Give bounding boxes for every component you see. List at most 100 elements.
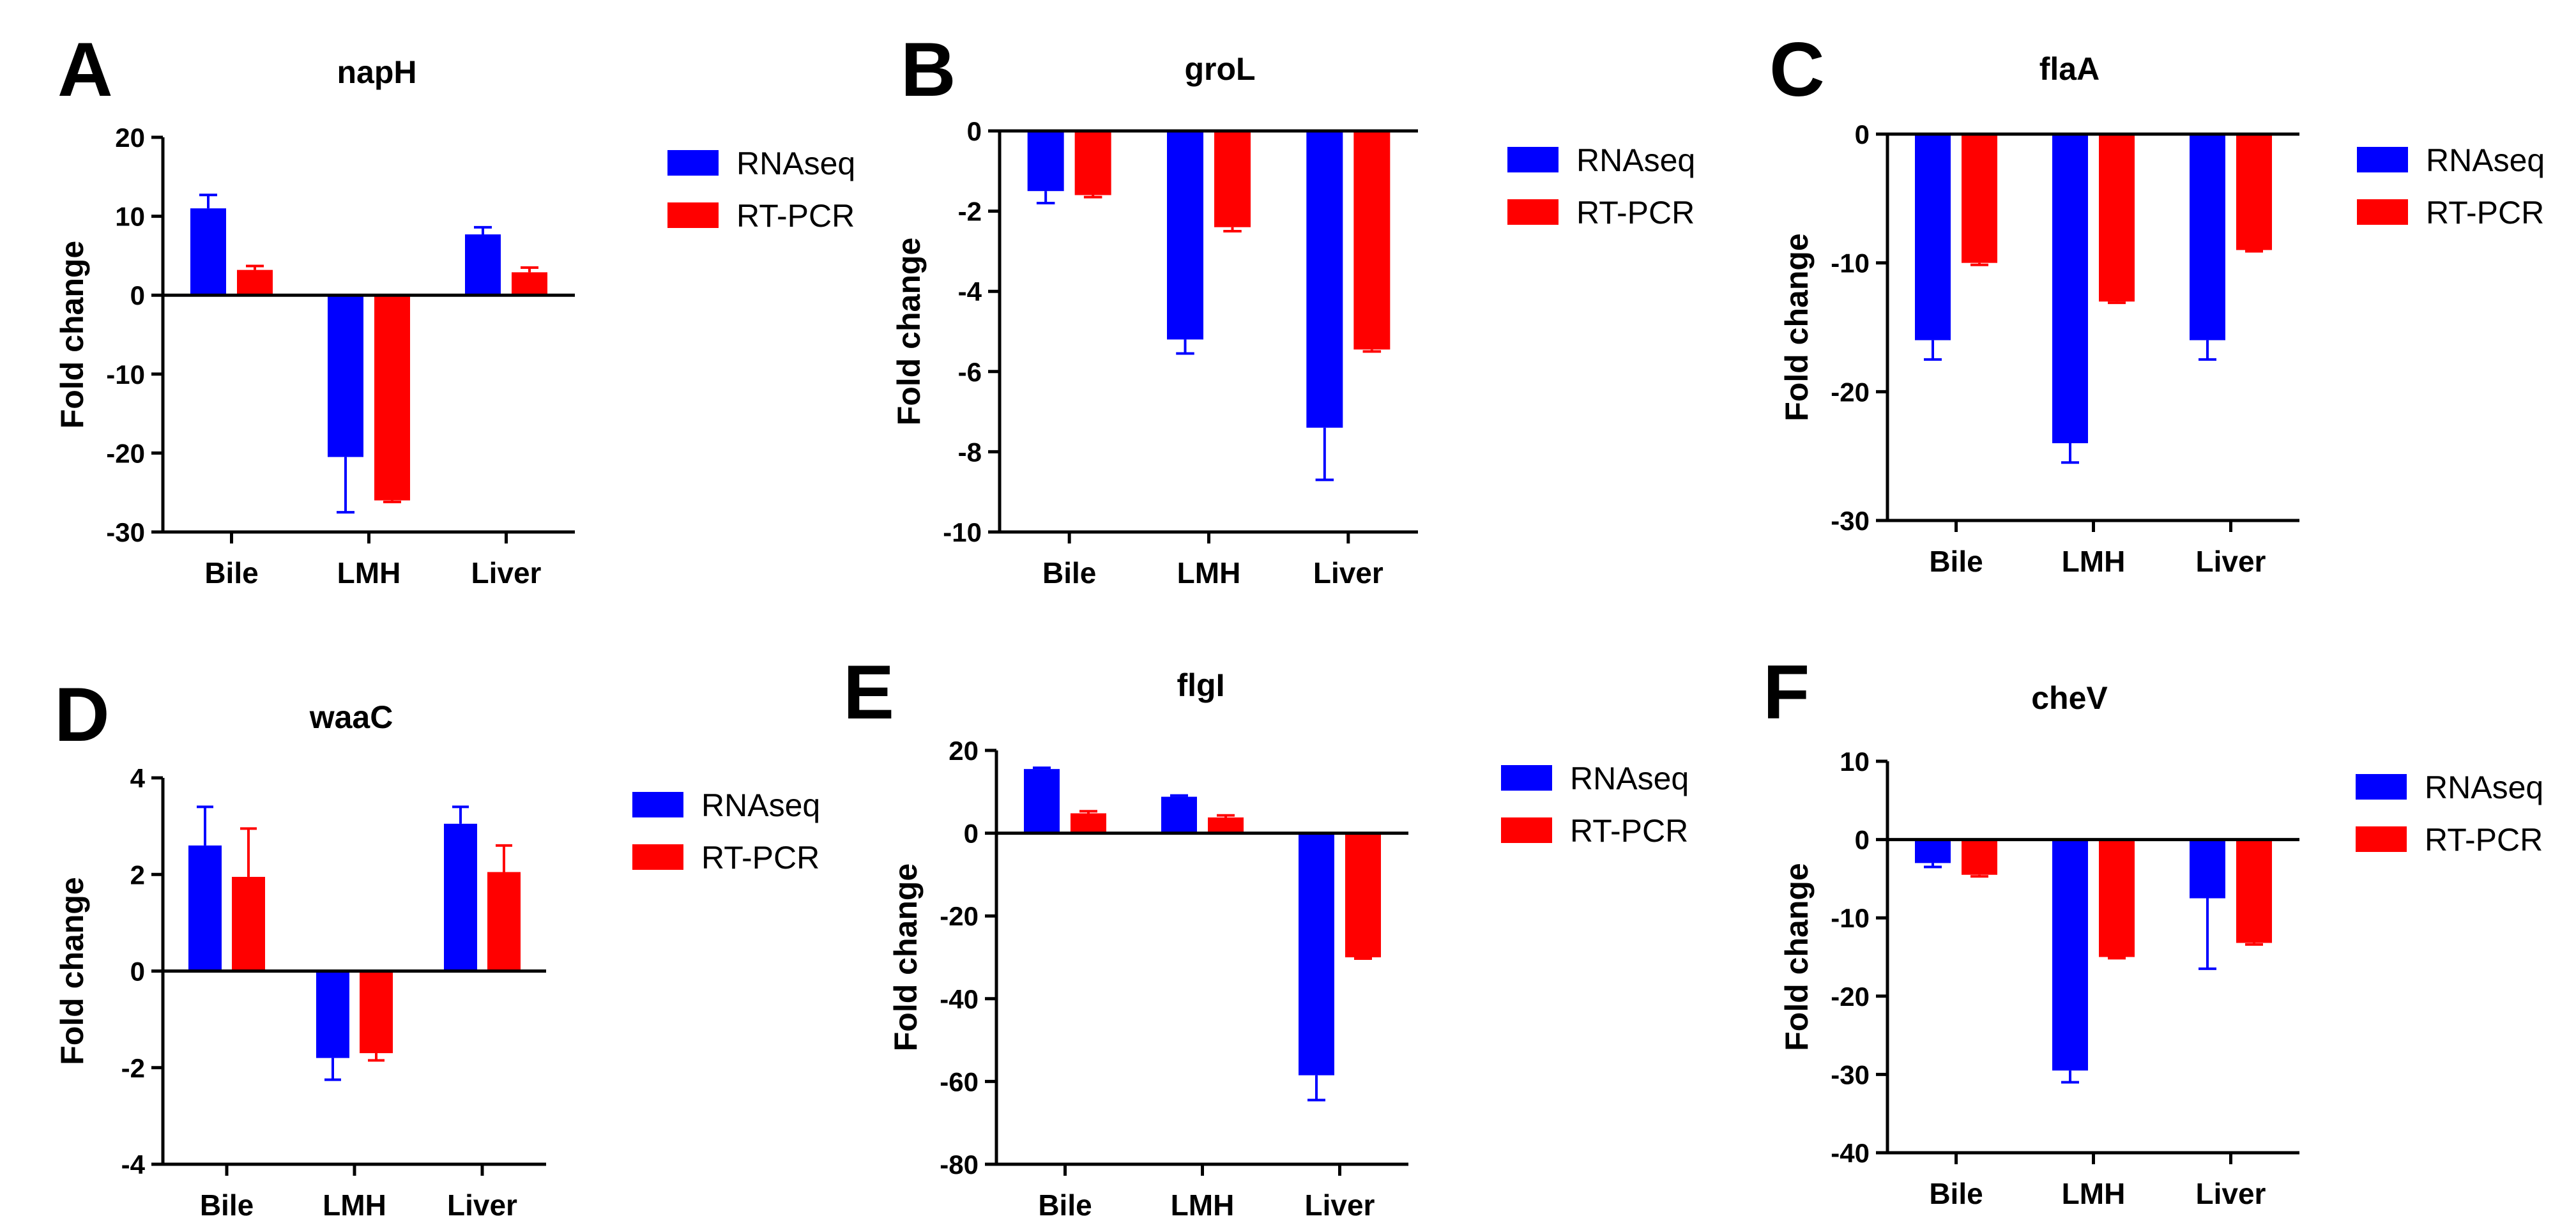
x-category-label: LMH [337,556,401,589]
bar-rtpcr-liver [1345,833,1381,957]
y-tick-label: -10 [1831,903,1870,933]
y-tick-label: 20 [949,736,979,766]
bar-rtpcr-bile [1071,813,1106,833]
bar-rtpcr-lmh [2099,839,2135,957]
y-tick-label: -10 [1831,248,1870,278]
legend-swatch-rtpcr [1501,817,1552,843]
legend-label-rnaseq: RNAseq [736,146,855,181]
y-axis-label: Fold change [54,241,90,429]
y-tick-label: -80 [940,1150,979,1180]
bar-rnaseq-bile [1027,131,1064,192]
y-axis-label: Fold change [54,877,90,1065]
y-tick-label: -20 [1831,982,1870,1012]
bar-rtpcr-lmh [374,295,410,501]
bar-rnaseq-bile [1024,769,1060,833]
bar-rtpcr-liver [487,872,521,971]
x-category-label: Liver [1305,1189,1375,1222]
bar-rtpcr-bile [1962,134,1997,263]
bar-rnaseq-bile [188,845,222,971]
bar-rnaseq-bile [1915,134,1951,340]
y-tick-label: 4 [130,763,146,793]
panel-letter: D [54,672,110,757]
x-category-label: Liver [447,1189,517,1222]
bar-rnaseq-lmh [328,295,363,457]
legend-label-rnaseq: RNAseq [2425,770,2543,805]
x-category-label: Liver [471,556,542,589]
legend-label-rtpcr: RT-PCR [736,198,855,234]
bar-rnaseq-liver [2190,839,2225,899]
y-tick-label: -20 [106,438,145,468]
y-tick-label: -6 [958,357,982,387]
bar-rtpcr-liver [2236,134,2272,250]
chart-title: waaC [309,699,393,735]
bar-rnaseq-liver [444,823,477,971]
bar-rtpcr-bile [1074,131,1111,195]
chart-title: cheV [2031,680,2108,716]
y-axis-label: Fold change [1779,233,1815,421]
panel-letter: F [1763,649,1810,735]
bar-rtpcr-bile [232,877,265,971]
legend-label-rtpcr: RT-PCR [2425,822,2543,858]
panel-letter: B [901,27,956,112]
chart-title: napH [337,54,417,90]
legend-swatch-rnaseq [2357,147,2408,172]
bar-rtpcr-lmh [1208,817,1244,833]
x-category-label: LMH [323,1189,386,1222]
x-category-label: Bile [1042,556,1096,589]
bar-rtpcr-liver [1353,131,1391,350]
bar-rtpcr-lmh [2099,134,2135,302]
y-tick-label: 0 [1855,119,1870,149]
bar-rnaseq-lmh [2052,134,2088,443]
bar-rnaseq-lmh [1167,131,1203,340]
panel-letter: C [1769,27,1825,112]
legend-swatch-rnaseq [667,150,719,176]
y-tick-label: -20 [1831,377,1870,407]
y-tick-label: -40 [940,984,979,1014]
legend-swatch-rtpcr [1507,199,1559,225]
chart-title: flaA [2039,51,2100,87]
y-tick-label: 0 [967,116,982,146]
x-category-label: Liver [2196,545,2266,578]
bar-rnaseq-bile [190,208,226,296]
x-category-label: LMH [1177,556,1241,589]
legend-swatch-rnaseq [1507,147,1559,172]
y-tick-label: -10 [943,517,982,547]
chart-title: flgI [1177,667,1225,703]
y-tick-label: -2 [958,197,982,227]
bar-rnaseq-liver [1299,833,1334,1075]
bar-rtpcr-lmh [1214,131,1251,227]
bar-rnaseq-liver [465,234,501,296]
legend-swatch-rtpcr [632,844,683,870]
y-tick-label: -10 [106,360,145,390]
bar-rnaseq-liver [2190,134,2225,340]
legend-label-rnaseq: RNAseq [1570,761,1689,796]
legend-swatch-rnaseq [2356,774,2407,800]
legend-swatch-rtpcr [667,202,719,228]
bar-rnaseq-lmh [1161,796,1197,833]
x-category-label: Bile [1929,1177,1983,1210]
legend-swatch-rtpcr [2356,826,2407,852]
bar-rtpcr-liver [512,272,547,296]
legend-swatch-rnaseq [1501,765,1552,791]
legend-label-rnaseq: RNAseq [2426,142,2545,178]
y-axis-label: Fold change [888,863,924,1051]
y-tick-label: -60 [940,1067,979,1097]
bar-rnaseq-lmh [316,971,349,1058]
bar-rtpcr-bile [1962,839,1997,875]
legend-label-rtpcr: RT-PCR [701,840,819,876]
y-tick-label: -30 [1831,506,1870,536]
y-tick-label: -2 [121,1053,145,1083]
bar-rnaseq-lmh [2052,839,2088,1071]
x-category-label: Bile [1038,1189,1092,1222]
x-category-label: Liver [2196,1177,2266,1210]
y-tick-label: 0 [130,957,145,987]
x-category-label: Liver [1313,556,1383,589]
bar-rtpcr-lmh [360,971,393,1054]
legend-swatch-rnaseq [632,792,683,817]
